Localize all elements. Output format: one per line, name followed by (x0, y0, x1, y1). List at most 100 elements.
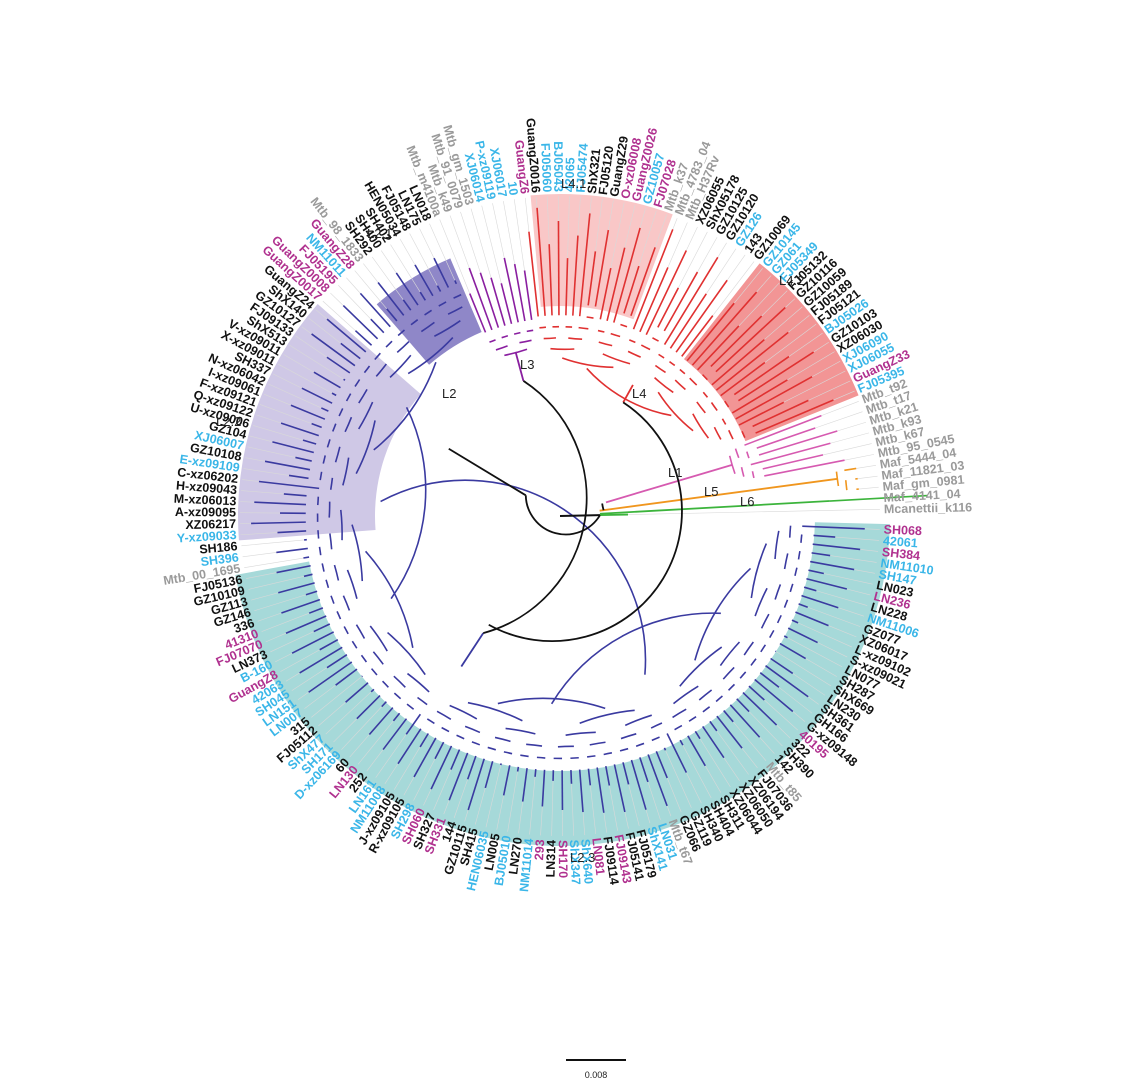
internal-node-arc (719, 641, 741, 666)
terminal-branch (280, 422, 320, 437)
tip-guide-line (645, 809, 651, 824)
internal-node-arc (363, 365, 371, 374)
terminal-branch (356, 695, 381, 720)
terminal-branch (750, 442, 831, 466)
tip-guide-line (349, 734, 370, 758)
terminal-branch (756, 427, 816, 449)
tip-guide-line (291, 667, 328, 691)
internal-node-arc (536, 756, 546, 759)
tip-guide-line (308, 317, 341, 344)
terminal-branch (503, 257, 519, 323)
internal-node-arc (494, 736, 511, 743)
internal-node-arc (760, 613, 770, 629)
internal-node-arc (788, 525, 792, 538)
tip-guide-line (756, 275, 772, 293)
tip-guide-line (667, 222, 688, 268)
tip-guide-line (639, 207, 647, 229)
internal-node-arc (570, 756, 579, 760)
terminal-branch (731, 379, 788, 414)
tip-label: 42061 (883, 534, 919, 551)
tip-guide-line (577, 196, 581, 236)
tip-guide-line (816, 590, 868, 606)
terminal-branch (758, 430, 838, 456)
internal-node-arc (561, 357, 614, 369)
tip-guide-line (449, 215, 470, 269)
internal-node-arc (674, 724, 683, 731)
internal-node-arc (424, 309, 433, 316)
internal-node-arc (722, 666, 735, 680)
terminal-branch (770, 657, 794, 675)
internal-node-arc (519, 339, 532, 344)
internal-node-arc (620, 733, 637, 740)
tip-guide-line (665, 750, 692, 808)
internal-node-arc (628, 339, 636, 344)
internal-node-arc (329, 533, 333, 550)
terminal-branch (802, 525, 865, 530)
internal-node-arc (393, 675, 406, 688)
clade-label-l1: L1 (668, 465, 682, 480)
internal-node-arc (336, 611, 342, 620)
tip-guide-line (251, 592, 279, 601)
terminal-branch (813, 534, 836, 538)
internal-node-arc (739, 671, 747, 679)
terminal-branch (613, 227, 641, 323)
tip-label: 42065 (563, 157, 578, 192)
terminal-branch (413, 737, 437, 778)
internal-node-arc (381, 680, 389, 688)
terminal-branch (811, 552, 831, 557)
terminal-branch (490, 277, 506, 326)
internal-node-arc (550, 612, 721, 705)
tip-guide-line (390, 244, 421, 293)
tip-guide-line (333, 718, 358, 743)
tip-guide-line (250, 435, 273, 443)
tip-label: SH384 (881, 545, 921, 563)
tip-guide-line (371, 256, 404, 301)
terminal-branch (663, 256, 719, 346)
lineage-stem (599, 477, 838, 512)
terminal-branch (737, 351, 815, 402)
tip-guide-line (624, 811, 629, 829)
tip-label: SH068 (883, 523, 922, 539)
internal-node-arc (797, 551, 801, 560)
internal-node-arc (651, 736, 660, 742)
tip-label: C-xz06202 (177, 465, 239, 486)
tip-guide-line (776, 724, 791, 739)
tip-guide-line (540, 806, 543, 836)
terminal-branch (733, 355, 790, 396)
tip-guide-line (706, 248, 737, 294)
tip-guide-line (815, 411, 863, 429)
tip-guide-line (638, 210, 657, 267)
clade-shading (235, 194, 890, 847)
terminal-branch (798, 603, 809, 608)
terminal-branch (405, 713, 422, 735)
internal-node-arc (346, 569, 358, 599)
terminal-branch (687, 735, 706, 767)
tip-guide-line (413, 758, 436, 801)
terminal-branch (691, 291, 758, 366)
internal-node-arc (640, 344, 651, 351)
terminal-branch (285, 615, 327, 634)
tip-guide-line (259, 404, 312, 424)
terminal-branch (448, 752, 469, 801)
internal-node-arc (800, 534, 803, 543)
terminal-branch (710, 315, 763, 367)
internal-node-arc (351, 640, 358, 649)
internal-node-arc (471, 741, 481, 746)
terminal-branch (694, 730, 701, 740)
terminal-branch (343, 378, 346, 381)
tip-label: SH147 (878, 567, 918, 588)
terminal-branch (513, 263, 526, 322)
tip-guide-line (241, 539, 305, 547)
terminal-branch (382, 718, 408, 751)
tip-guide-line (778, 687, 813, 714)
tip-guide-line (496, 795, 504, 830)
terminal-branch (613, 764, 626, 813)
internal-node-arc (406, 672, 430, 693)
terminal-branch (276, 564, 311, 574)
terminal-branch (606, 247, 626, 322)
tip-guide-line (338, 285, 372, 320)
tip-label: A-xz09095 (175, 505, 236, 520)
terminal-branch (812, 543, 861, 551)
internal-node-arc (464, 725, 481, 734)
